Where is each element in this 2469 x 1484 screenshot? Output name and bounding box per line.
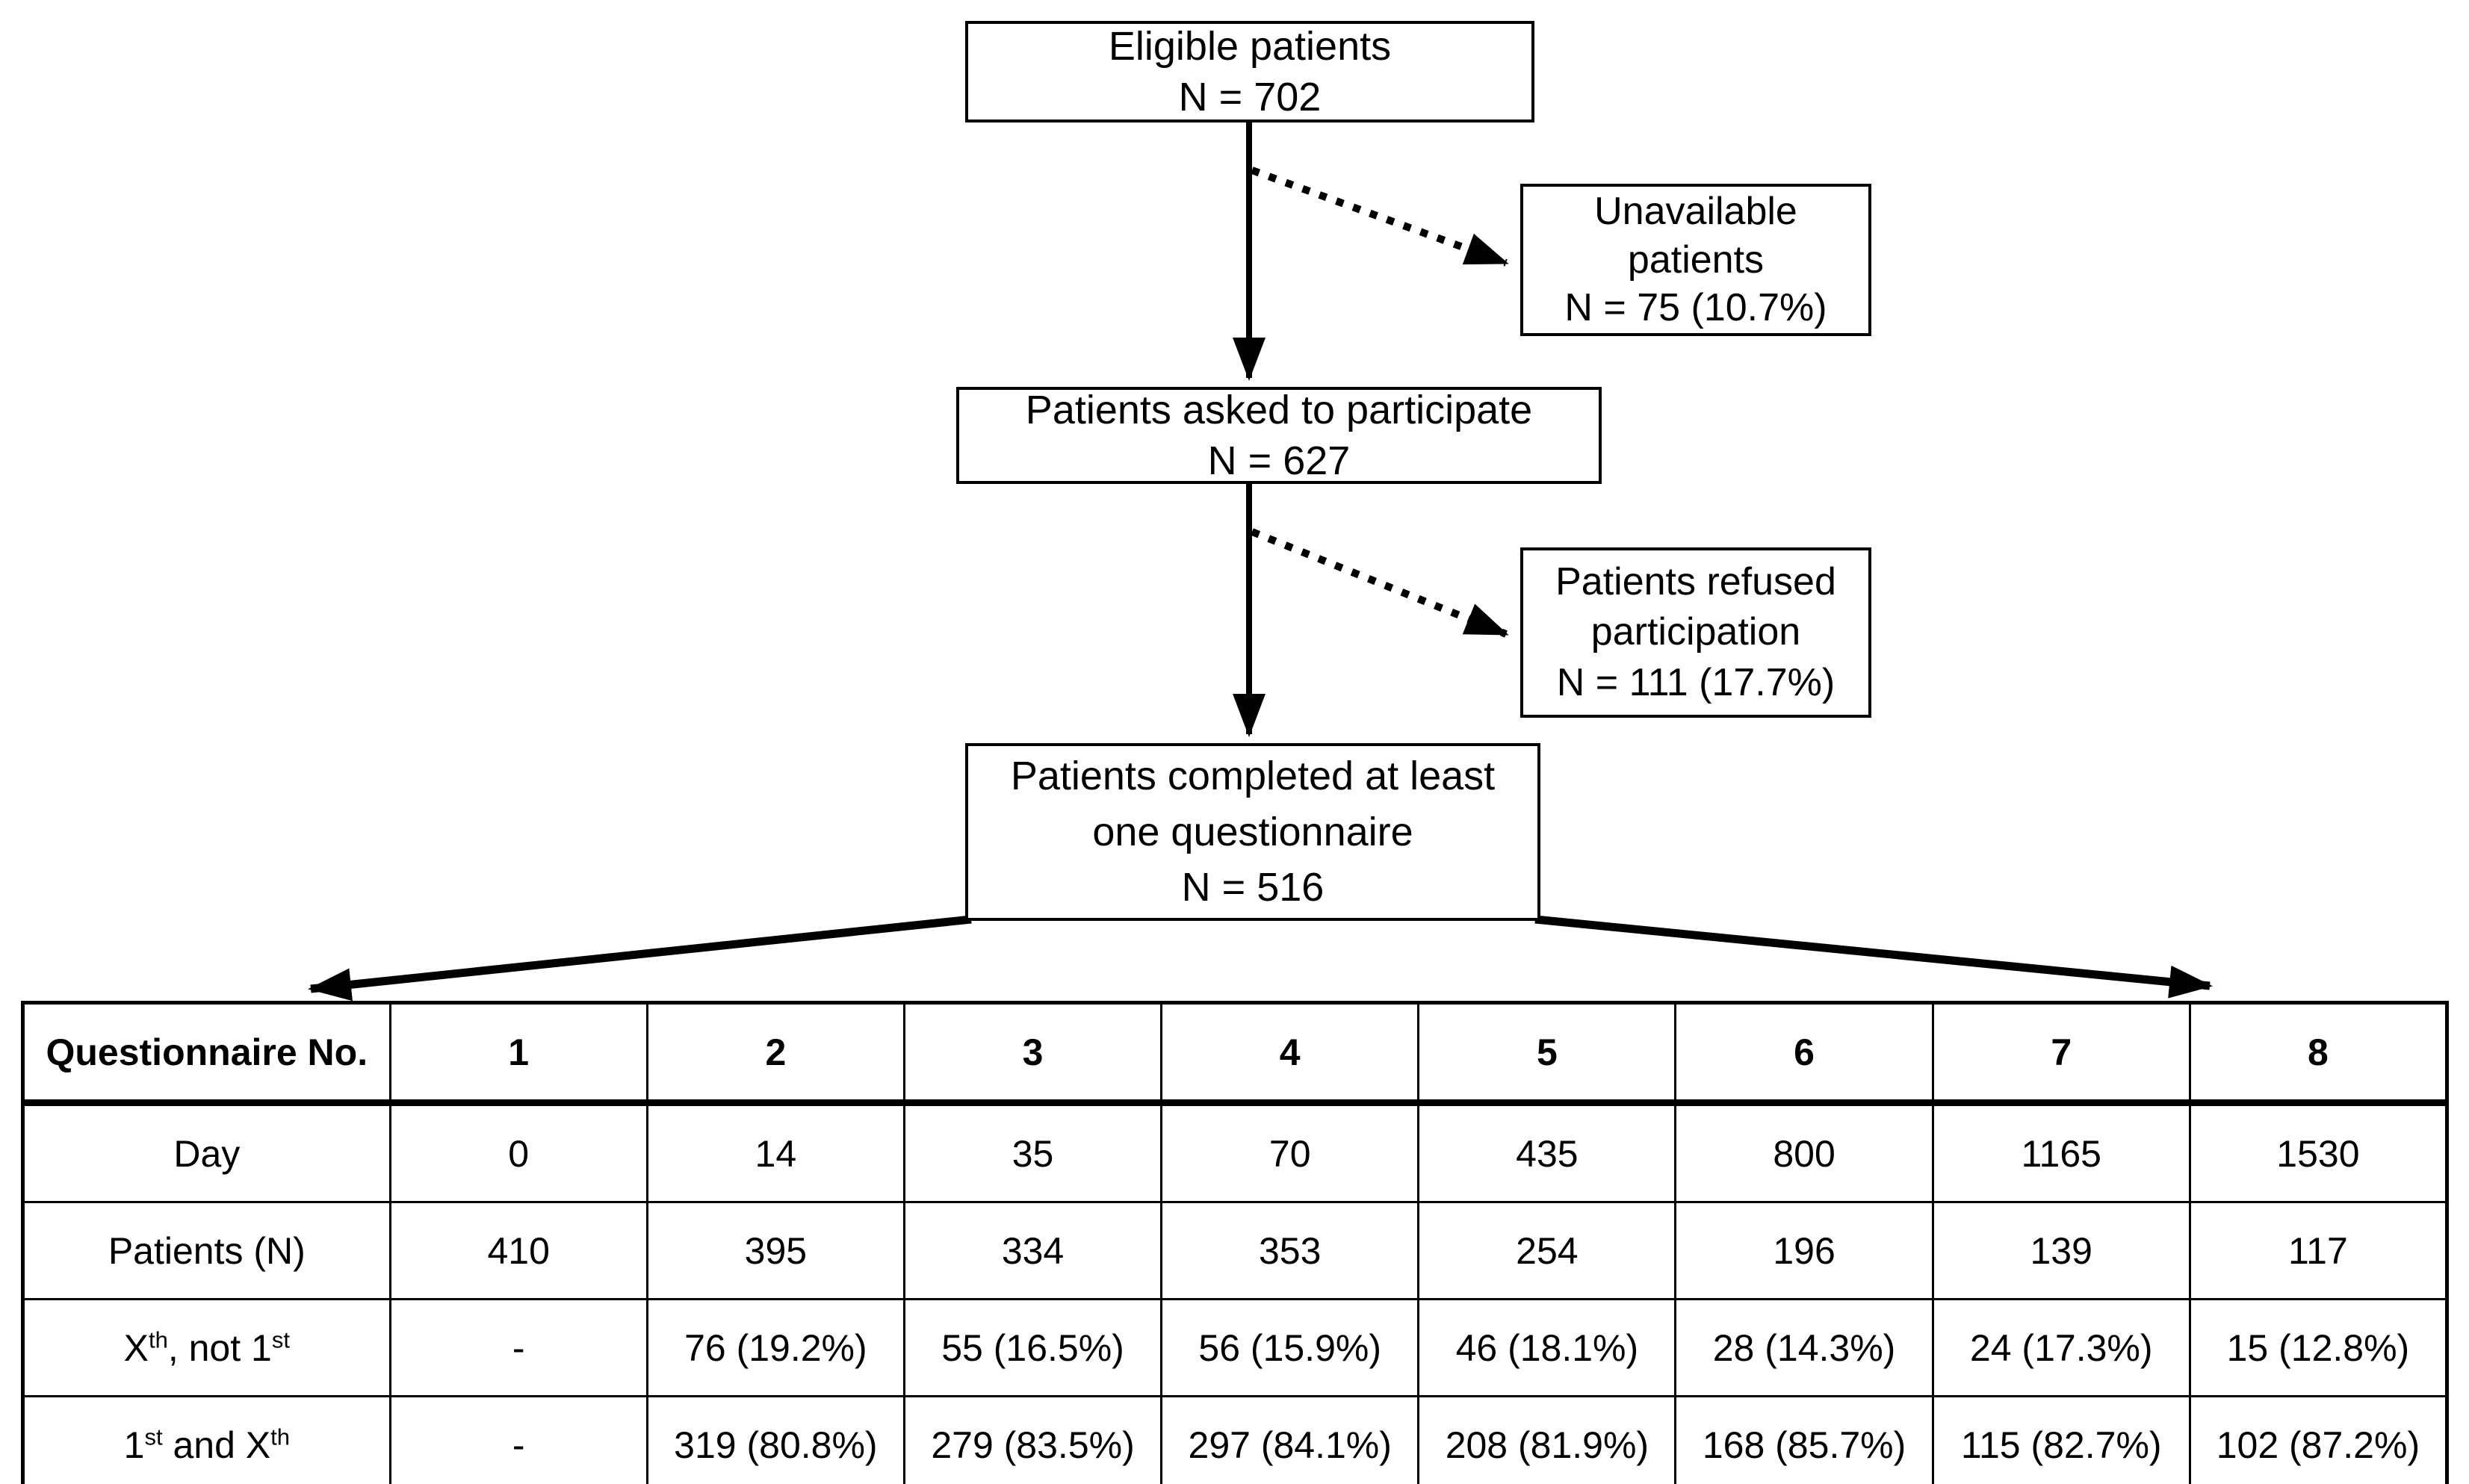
box-text-line: one questionnaire xyxy=(1092,809,1413,854)
table-row-1st-and-xth: 1st and Xth - 319 (80.8%) 279 (83.5%) 29… xyxy=(22,1395,2449,1484)
box-text-line: Patients completed at least xyxy=(1010,754,1496,799)
column-header-label: Questionnaire No. xyxy=(22,1002,391,1106)
row-label-part: X xyxy=(123,1326,149,1369)
box-text-line: Eligible patients xyxy=(1108,23,1392,69)
box-text-line: Patients refused xyxy=(1555,559,1836,603)
box-text-line: patients xyxy=(1627,237,1765,282)
table-cell: 0 xyxy=(388,1102,648,1203)
eligible-patients-box: Eligible patients N = 702 xyxy=(965,21,1534,122)
table-cell: 28 (14.3%) xyxy=(1674,1298,1934,1397)
table-header-row: Questionnaire No. 1 2 3 4 5 6 7 8 xyxy=(22,1002,2449,1106)
patients-refused-box: Patients refused participation N = 111 (… xyxy=(1520,547,1871,718)
column-header: 3 xyxy=(902,1002,1163,1106)
box-text-line: N = 75 (10.7%) xyxy=(1564,286,1827,330)
table-cell: 410 xyxy=(388,1201,648,1300)
table-cell: 297 (84.1%) xyxy=(1160,1395,1420,1484)
table-cell: 196 xyxy=(1674,1201,1934,1300)
table-cell: 117 xyxy=(2188,1201,2449,1300)
row-label-superscript: st xyxy=(144,1423,163,1450)
table-cell: 1530 xyxy=(2188,1102,2449,1203)
column-header: 7 xyxy=(1931,1002,2191,1106)
patients-completed-box: Patients completed at least one question… xyxy=(965,743,1540,921)
table-cell: 14 xyxy=(645,1102,905,1203)
box-text-line: N = 111 (17.7%) xyxy=(1556,660,1836,704)
table-cell: 279 (83.5%) xyxy=(902,1395,1163,1484)
dotted-arrow-to-unavailable xyxy=(1251,167,1509,267)
table-cell: 46 (18.1%) xyxy=(1417,1298,1677,1397)
row-label-part: , not 1 xyxy=(167,1326,272,1369)
row-label: Xth, not 1st xyxy=(22,1298,391,1397)
column-header: 1 xyxy=(388,1002,648,1106)
row-label: Patients (N) xyxy=(22,1201,391,1300)
row-label-part: and X xyxy=(162,1424,271,1466)
box-text-line: N = 516 xyxy=(1181,865,1325,910)
box-text-line: Unavailable xyxy=(1594,190,1797,234)
box-text-line: N = 702 xyxy=(1178,75,1322,119)
dotted-arrow-to-refused xyxy=(1251,528,1509,638)
row-label-superscript: th xyxy=(148,1326,168,1353)
table-cell: 334 xyxy=(902,1201,1163,1300)
column-header: 8 xyxy=(2188,1002,2449,1106)
table-cell: 139 xyxy=(1931,1201,2191,1300)
table-cell: 800 xyxy=(1674,1102,1934,1203)
row-label: 1st and Xth xyxy=(22,1395,391,1484)
table-row-day: Day 0 14 35 70 435 800 1165 1530 xyxy=(22,1102,2449,1203)
box-text-line: Patients asked to participate xyxy=(1025,387,1533,432)
table-cell: 319 (80.8%) xyxy=(645,1395,905,1484)
box-text-line: N = 627 xyxy=(1207,438,1351,483)
table-cell: 102 (87.2%) xyxy=(2188,1395,2449,1484)
row-label: Day xyxy=(22,1102,391,1203)
table-cell: 70 xyxy=(1160,1102,1420,1203)
table-cell: 76 (19.2%) xyxy=(645,1298,905,1397)
column-header: 6 xyxy=(1674,1002,1934,1106)
table-cell: 35 xyxy=(902,1102,1163,1203)
patients-asked-box: Patients asked to participate N = 627 xyxy=(956,387,1602,484)
box-text-line: participation xyxy=(1590,610,1801,654)
table-cell: 208 (81.9%) xyxy=(1417,1395,1677,1484)
column-header: 5 xyxy=(1417,1002,1677,1106)
table-cell: 435 xyxy=(1417,1102,1677,1203)
arrow-completed-to-table-right xyxy=(1534,915,2213,999)
table-cell: 254 xyxy=(1417,1201,1677,1300)
column-header: 2 xyxy=(645,1002,905,1106)
table-cell: - xyxy=(388,1298,648,1397)
arrow-completed-to-table-left xyxy=(308,915,972,1002)
table-cell: 1165 xyxy=(1931,1102,2191,1203)
table-cell: 353 xyxy=(1160,1201,1420,1300)
table-cell: 55 (16.5%) xyxy=(902,1298,1163,1397)
row-label-part: 1 xyxy=(123,1424,145,1466)
row-label-superscript: th xyxy=(270,1423,290,1450)
row-label-superscript: st xyxy=(271,1326,290,1353)
column-header: 4 xyxy=(1160,1002,1420,1106)
table-row-patients-n: Patients (N) 410 395 334 353 254 196 139… xyxy=(22,1201,2449,1300)
table-cell: - xyxy=(388,1395,648,1484)
questionnaire-table: Questionnaire No. 1 2 3 4 5 6 7 8 Day 0 … xyxy=(21,1001,2449,1484)
table-cell: 115 (82.7%) xyxy=(1931,1395,2191,1484)
table-cell: 24 (17.3%) xyxy=(1931,1298,2191,1397)
table-cell: 168 (85.7%) xyxy=(1674,1395,1934,1484)
table-cell: 395 xyxy=(645,1201,905,1300)
table-cell: 56 (15.9%) xyxy=(1160,1298,1420,1397)
table-cell: 15 (12.8%) xyxy=(2188,1298,2449,1397)
unavailable-patients-box: Unavailable patients N = 75 (10.7%) xyxy=(1520,184,1871,336)
table-row-xth-not-1st: Xth, not 1st - 76 (19.2%) 55 (16.5%) 56 … xyxy=(22,1298,2449,1397)
